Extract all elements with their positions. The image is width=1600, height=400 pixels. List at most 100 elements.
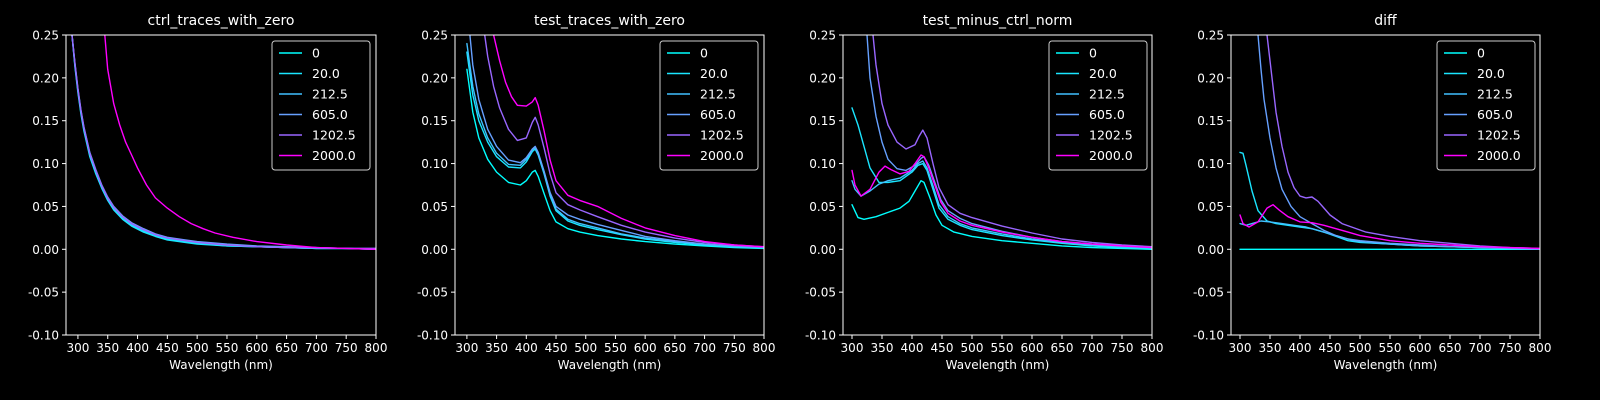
legend-entry-label: 1202.5 xyxy=(1477,128,1521,143)
legend-entry-label: 212.5 xyxy=(312,87,348,102)
x-axis-label: Wavelength (nm) xyxy=(558,358,662,372)
legend-entry-label: 0 xyxy=(312,46,320,61)
x-tick-label: 700 xyxy=(1081,341,1104,355)
legend-entry-label: 212.5 xyxy=(1477,87,1513,102)
y-tick-label: -0.10 xyxy=(1193,329,1224,343)
x-tick-label: 800 xyxy=(365,341,388,355)
series-line-5 xyxy=(851,154,1152,249)
x-tick-label: 700 xyxy=(1469,341,1492,355)
x-tick-label: 400 xyxy=(1289,341,1312,355)
y-tick-label: 0.10 xyxy=(1197,157,1224,171)
series-line-2 xyxy=(851,160,1152,249)
legend-entry-label: 1202.5 xyxy=(312,128,356,143)
y-tick-label: 0.25 xyxy=(421,29,448,43)
chart-title: test_traces_with_zero xyxy=(534,13,685,29)
y-tick-label: -0.10 xyxy=(28,329,59,343)
legend-entry-label: 212.5 xyxy=(1089,87,1125,102)
legend-entry-label: 0 xyxy=(1089,46,1097,61)
legend-entry-label: 0 xyxy=(700,46,708,61)
y-tick-label: 0.00 xyxy=(1197,243,1224,257)
chart-panel-4: 300 350 400 450 500 550 600 650 700 750 800 -0.10 -0… xyxy=(1193,13,1552,372)
series-line-3 xyxy=(469,35,764,249)
legend-entry-label: 20.0 xyxy=(700,66,728,81)
x-tick-label: 750 xyxy=(335,341,358,355)
y-tick-label: 0.00 xyxy=(809,243,836,257)
y-tick-label: 0.25 xyxy=(1197,29,1224,43)
x-tick-label: 600 xyxy=(245,341,268,355)
x-tick-label: 600 xyxy=(1409,341,1432,355)
y-tick-label: 0.15 xyxy=(32,114,59,128)
x-tick-label: 750 xyxy=(1499,341,1522,355)
series-line-0 xyxy=(466,68,764,250)
y-tick-label: -0.05 xyxy=(28,286,59,300)
x-tick-label: 650 xyxy=(1439,341,1462,355)
legend-entry-label: 20.0 xyxy=(312,66,340,81)
y-tick-label: -0.05 xyxy=(1193,286,1224,300)
series-group xyxy=(1239,35,1540,250)
y-tick-label: 0.15 xyxy=(809,114,836,128)
legend-entry-label: 2000.0 xyxy=(1089,148,1133,163)
x-tick-label: 650 xyxy=(663,341,686,355)
y-tick-label: 0.20 xyxy=(809,71,836,85)
x-tick-label: 500 xyxy=(1349,341,1372,355)
x-tick-label: 450 xyxy=(1319,341,1342,355)
series-line-1 xyxy=(851,107,1152,250)
series-group xyxy=(466,35,764,250)
legend: 0 20.0 212.5 605.0 1202.5 2000.0 xyxy=(271,40,371,171)
y-tick-label: 0.10 xyxy=(32,157,59,171)
x-tick-label: 350 xyxy=(485,341,508,355)
x-tick-label: 350 xyxy=(871,341,894,355)
legend: 0 20.0 212.5 605.0 1202.5 2000.0 xyxy=(1048,40,1148,171)
series-line-4 xyxy=(71,35,376,250)
chart-panel-2: 300 350 400 450 500 550 600 650 700 750 800 -0.10 -0… xyxy=(417,13,776,372)
series-line-5 xyxy=(1239,204,1540,250)
series-line-3 xyxy=(1257,35,1540,250)
x-tick-label: 300 xyxy=(455,341,478,355)
series-line-5 xyxy=(492,35,764,248)
y-tick-label: 0.25 xyxy=(32,29,59,43)
chart-title: diff xyxy=(1374,13,1397,29)
y-tick-label: -0.05 xyxy=(417,286,448,300)
y-tick-label: 0.10 xyxy=(421,157,448,171)
legend-entry-label: 605.0 xyxy=(700,107,736,122)
x-tick-label: 400 xyxy=(515,341,538,355)
x-tick-label: 450 xyxy=(545,341,568,355)
series-line-5 xyxy=(104,35,376,250)
legend-entry-label: 2000.0 xyxy=(312,148,356,163)
x-tick-label: 350 xyxy=(96,341,119,355)
series-group xyxy=(851,35,1152,250)
y-tick-label: 0.15 xyxy=(421,114,448,128)
y-tick-label: 0.20 xyxy=(421,71,448,85)
legend-entry-label: 605.0 xyxy=(1089,107,1125,122)
legend-entry-label: 1202.5 xyxy=(700,128,744,143)
axes-frame xyxy=(65,34,377,336)
y-tick-label: 0.10 xyxy=(809,157,836,171)
y-tick-label: -0.10 xyxy=(805,329,836,343)
series-line-4 xyxy=(872,35,1152,248)
y-tick-label: 0.05 xyxy=(1197,200,1224,214)
x-tick-label: 600 xyxy=(634,341,657,355)
series-group xyxy=(71,35,376,250)
x-axis-label: Wavelength (nm) xyxy=(1334,358,1438,372)
x-tick-label: 550 xyxy=(1379,341,1402,355)
x-tick-label: 550 xyxy=(991,341,1014,355)
y-tick-label: -0.10 xyxy=(417,329,448,343)
x-tick-label: 750 xyxy=(723,341,746,355)
x-tick-label: 600 xyxy=(1021,341,1044,355)
y-tick-label: 0.15 xyxy=(1197,114,1224,128)
chart-panel-3: 300 350 400 450 500 550 600 650 700 750 800 -0.10 -0… xyxy=(805,13,1164,372)
chart-panel-1: 300 350 400 450 500 550 600 650 700 750 800 -0.10 -0… xyxy=(28,13,388,372)
x-tick-label: 650 xyxy=(275,341,298,355)
x-tick-label: 700 xyxy=(693,341,716,355)
x-tick-label: 800 xyxy=(1141,341,1164,355)
x-tick-label: 800 xyxy=(753,341,776,355)
x-tick-label: 800 xyxy=(1529,341,1552,355)
x-axis-label: Wavelength (nm) xyxy=(169,358,273,372)
series-line-0 xyxy=(851,180,1152,250)
x-tick-label: 300 xyxy=(841,341,864,355)
y-tick-label: 0.05 xyxy=(32,200,59,214)
x-tick-label: 750 xyxy=(1111,341,1134,355)
x-tick-label: 500 xyxy=(961,341,984,355)
x-tick-label: 500 xyxy=(574,341,597,355)
